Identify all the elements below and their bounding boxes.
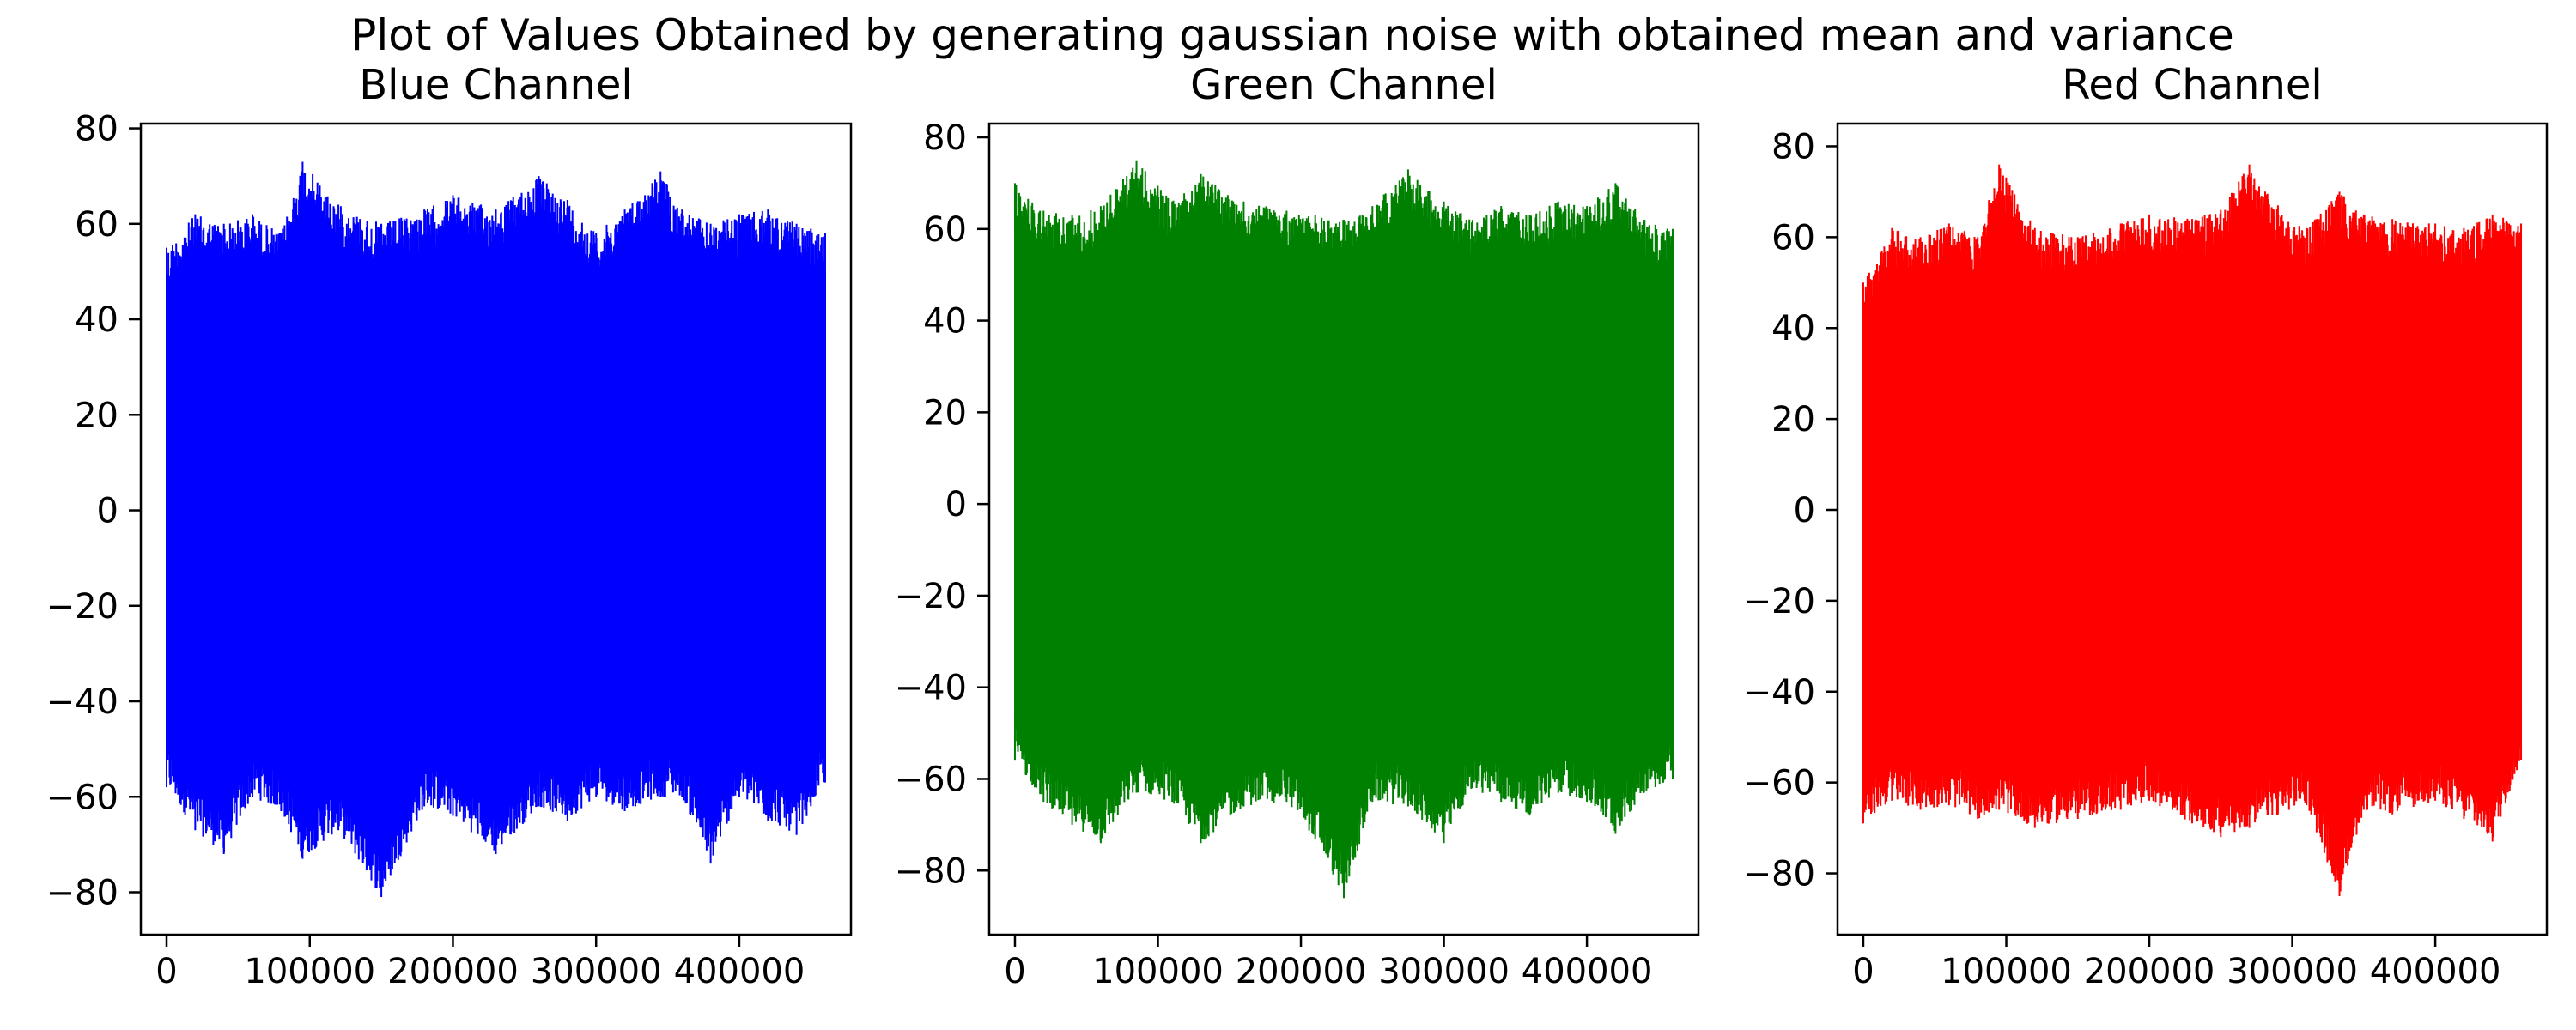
green-channel-y-tick-label: 40 <box>923 302 967 342</box>
green-channel-x-tick-label: 0 <box>1004 952 1025 991</box>
red-channel-plot: Red Channel 0 100000 200000 300000 400000 −80… <box>1743 61 2549 991</box>
red-channel-y-tick-label: −40 <box>1743 673 1815 712</box>
blue-channel-y-tick-label: −40 <box>46 682 118 722</box>
blue-channel-y-tick-label: 80 <box>75 110 118 149</box>
green-channel-y-tick-label: −60 <box>895 760 967 799</box>
blue-channel-y-tick-label: −80 <box>46 873 118 912</box>
green-channel-series-line <box>1014 167 1674 886</box>
red-channel-x-tick-label: 100000 <box>1941 952 2072 991</box>
blue-channel-y-tick-label: −60 <box>46 778 118 817</box>
green-channel-x-tick-label: 100000 <box>1092 952 1224 991</box>
green-channel-y-tick-label: −80 <box>895 851 967 891</box>
blue-channel-y-tick-label: 20 <box>75 396 118 435</box>
blue-channel-y-tick-label: 40 <box>75 300 118 340</box>
green-channel-y-tick-label: 20 <box>923 393 967 433</box>
red-channel-x-tick-label: 300000 <box>2227 952 2358 991</box>
blue-channel-x-tick-label: 400000 <box>674 952 805 991</box>
red-channel-x-tick-label: 200000 <box>2084 952 2215 991</box>
figure-title: Plot of Values Obtained by generating ga… <box>350 10 2234 60</box>
blue-channel-axes-frame <box>139 122 853 936</box>
green-channel-y-tick-label: −20 <box>895 577 967 616</box>
blue-channel-title: Blue Channel <box>359 61 633 109</box>
red-channel-y-tick-label: −80 <box>1743 855 1815 894</box>
green-channel-x-tick-label: 400000 <box>1522 952 1653 991</box>
blue-channel-series-line <box>166 171 826 888</box>
red-channel-axes-frame <box>1836 122 2549 936</box>
green-channel-x-tick-label: 300000 <box>1378 952 1510 991</box>
red-channel-y-tick-label: 40 <box>1771 309 1815 348</box>
red-channel-x-tick-label: 400000 <box>2370 952 2501 991</box>
blue-channel-x-tick-label: 100000 <box>244 952 375 991</box>
blue-channel-plot: Blue Channel 0 100000 200000 300000 400000 −8… <box>46 61 853 991</box>
green-channel-title: Green Channel <box>1190 61 1498 109</box>
blue-channel-y-tick-label: 0 <box>97 492 118 531</box>
red-channel-series-line <box>1862 168 2522 892</box>
blue-channel-x-tick-label: 300000 <box>531 952 662 991</box>
red-channel-y-tick-label: −60 <box>1743 764 1815 803</box>
green-channel-axes-frame <box>987 122 1700 936</box>
green-channel-y-tick-label: 0 <box>945 485 967 524</box>
green-channel-y-tick-label: −40 <box>895 669 967 708</box>
blue-channel-y-tick-label: 60 <box>75 205 118 245</box>
green-channel-x-tick-label: 200000 <box>1236 952 1367 991</box>
green-channel-plot: Green Channel 0 100000 200000 300000 400000 −… <box>895 61 1700 991</box>
green-channel-y-tick-label: 80 <box>923 118 967 158</box>
red-channel-y-tick-label: −20 <box>1743 582 1815 621</box>
red-channel-y-tick-label: 0 <box>1794 491 1815 530</box>
blue-channel-x-tick-label: 200000 <box>387 952 519 991</box>
blue-channel-x-tick-label: 0 <box>155 952 177 991</box>
red-channel-y-tick-label: 80 <box>1771 127 1815 167</box>
green-channel-y-tick-label: 60 <box>923 210 967 250</box>
blue-channel-y-tick-label: −20 <box>46 587 118 627</box>
red-channel-y-tick-label: 60 <box>1771 218 1815 258</box>
red-channel-y-tick-label: 20 <box>1771 400 1815 439</box>
red-channel-title: Red Channel <box>2062 61 2323 109</box>
red-channel-x-tick-label: 0 <box>1852 952 1874 991</box>
